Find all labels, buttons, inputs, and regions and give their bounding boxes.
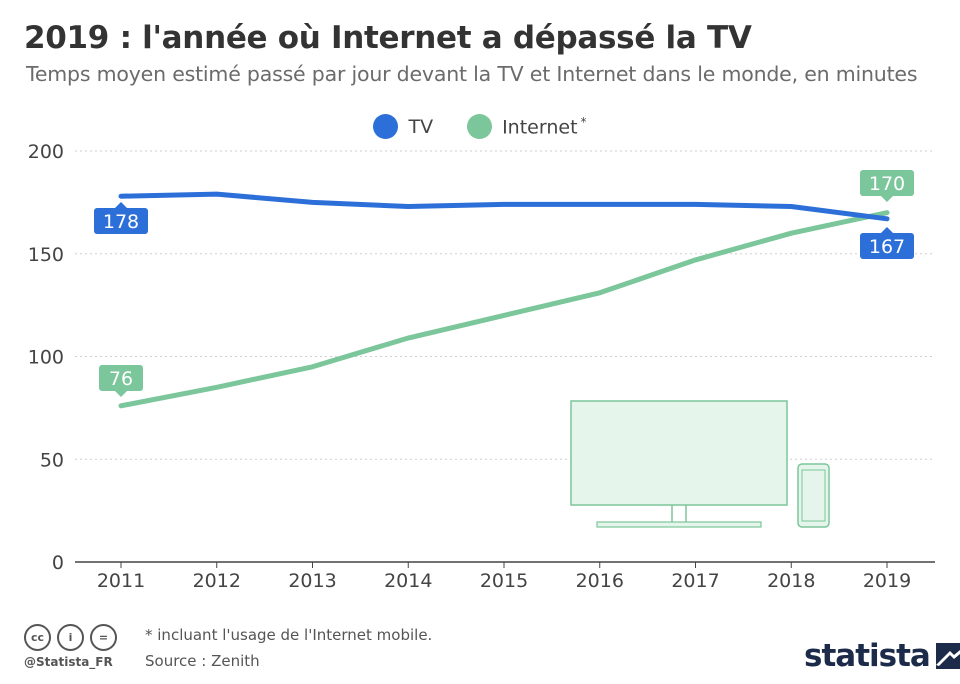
y-tick-label: 100 (28, 347, 64, 369)
y-tick-label: 0 (52, 552, 64, 574)
x-tick-label: 2019 (863, 570, 911, 592)
x-tick-label: 2016 (576, 570, 624, 592)
data-label-internet-2019-box (860, 170, 914, 196)
no-derivatives-icon: = (90, 624, 117, 651)
data-label-internet-2019-pointer (881, 196, 893, 202)
data-label-tv-2019-box (860, 233, 914, 259)
statista-logo[interactable]: statista (804, 638, 960, 674)
legend-internet-footnote-mark: * (580, 114, 587, 129)
y-tick-label: 150 (28, 244, 64, 266)
legend-item-internet: Internet * (467, 114, 587, 139)
source-text: Source : Zenith (145, 652, 260, 670)
smartphone-screen-icon (801, 469, 826, 522)
footnote: * incluant l'usage de l'Internet mobile. (145, 626, 433, 644)
data-label-tv-2019: 167 (860, 227, 914, 259)
tv-and-smartphone-illustration (570, 400, 830, 528)
data-label-tv-2011-box (94, 208, 148, 234)
creative-commons-icon: cc (24, 624, 51, 651)
data-label-internet-2011-box (99, 365, 143, 391)
statista-handle: @Statista_FR (24, 655, 113, 669)
data-label-internet-2011-pointer (115, 391, 127, 397)
x-tick-label: 2012 (193, 570, 241, 592)
tv-line (118, 191, 890, 222)
chart-subtitle: Temps moyen estimé passé par jour devant… (26, 62, 918, 86)
data-label-tv-2011: 178 (94, 202, 148, 234)
legend-internet-dot-icon (467, 114, 493, 139)
tv-base-icon (596, 521, 762, 528)
y-tick-label: 200 (28, 141, 64, 163)
data-label-internet-2011: 76 (99, 365, 143, 397)
legend-tv-dot-icon (373, 114, 399, 139)
smartphone-icon (797, 463, 830, 528)
legend-tv-label: TV (408, 115, 434, 138)
statista-flag-icon (935, 643, 960, 669)
data-label-internet-2019: 170 (860, 170, 914, 202)
tv-screen-icon (570, 400, 788, 506)
data-label-tv-2019-text: 167 (869, 236, 905, 258)
x-tick-label: 2015 (480, 570, 528, 592)
data-label-tv-2011-text: 178 (103, 211, 139, 233)
legend-internet-text: Internet (502, 116, 578, 139)
x-tick-label: 2018 (767, 570, 815, 592)
chart-legend: TV Internet * (0, 114, 960, 139)
x-tick-label: 2014 (384, 570, 432, 592)
data-label-tv-2019-pointer (881, 227, 893, 233)
x-tick-label: 2011 (97, 570, 145, 592)
attribution-icon: i (57, 624, 84, 651)
legend-item-tv: TV (373, 114, 433, 139)
statista-logo-text: statista (804, 638, 931, 674)
chart-title: 2019 : l'année où Internet a dépassé la … (24, 20, 752, 56)
data-label-internet-2019-text: 170 (869, 173, 905, 195)
internet-line (118, 210, 890, 409)
y-tick-label: 50 (40, 449, 64, 471)
license-icons: cc i = (24, 624, 117, 651)
data-label-internet-2011-text: 76 (109, 368, 133, 390)
x-tick-label: 2017 (671, 570, 719, 592)
data-label-tv-2011-pointer (115, 202, 127, 208)
legend-internet-label: Internet * (502, 115, 586, 138)
x-tick-label: 2013 (288, 570, 336, 592)
